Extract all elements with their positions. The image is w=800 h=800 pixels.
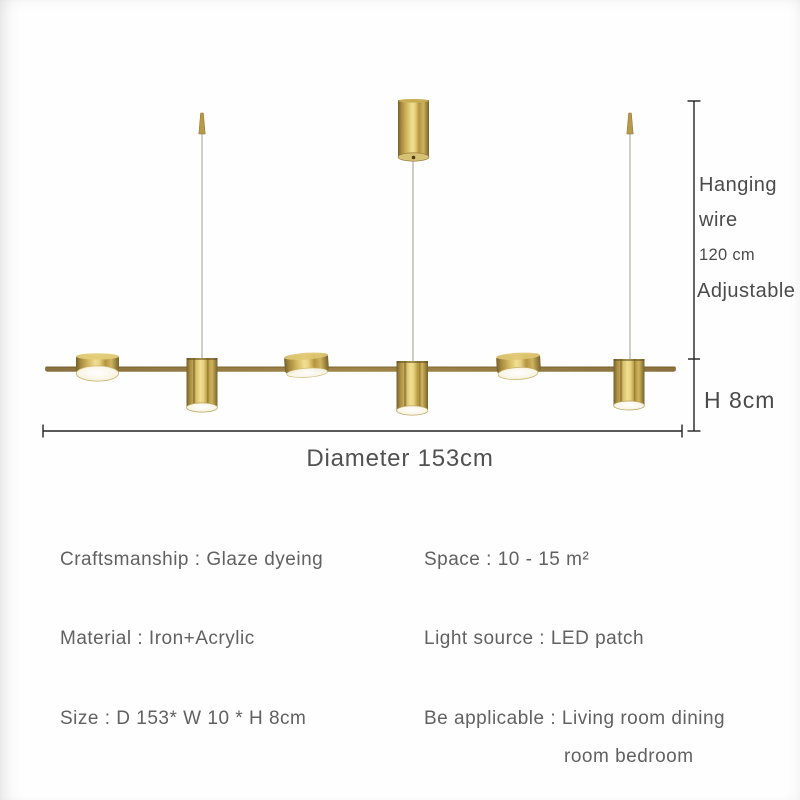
left-wire-ferrule (198, 112, 206, 135)
diameter-dimension-label: Diameter 153cm (306, 445, 494, 472)
spec-applicable-line1: Be applicable : Living room dining (424, 708, 726, 729)
dimension-lines (42, 100, 701, 438)
puck-light-1 (75, 353, 120, 382)
ceiling-canopy (397, 99, 430, 162)
hanging-wires (201, 134, 631, 363)
cylinder-spotlight-1 (186, 358, 218, 413)
cylinder-spotlight-2 (396, 361, 429, 416)
spec-size: Size : D 153* W 10 * H 8cm (60, 708, 307, 729)
right-wire-ferrule (626, 112, 634, 135)
hanging-wire-label-line2: wire (699, 209, 738, 231)
spec-craftsmanship: Craftsmanship : Glaze dyeing (60, 549, 324, 570)
height-dimension-label: H 8cm (704, 387, 776, 413)
spec-light-source: Light source : LED patch (424, 628, 645, 649)
cylinder-spotlight-3 (613, 359, 645, 411)
hanging-wire-adjustable-label: Adjustable (697, 280, 796, 302)
lamp-bar (45, 366, 676, 372)
puck-light-3 (496, 352, 541, 380)
spec-material: Material : Iron+Acrylic (60, 628, 255, 649)
pendant-lamp-illustration (42, 99, 701, 438)
spec-space: Space : 10 - 15 m² (424, 549, 590, 570)
spec-applicable-line2: room bedroom (564, 746, 694, 767)
hanging-wire-label-line1: Hanging (699, 174, 778, 196)
puck-light-2 (284, 352, 329, 378)
hanging-wire-length-label: 120 cm (699, 246, 755, 264)
